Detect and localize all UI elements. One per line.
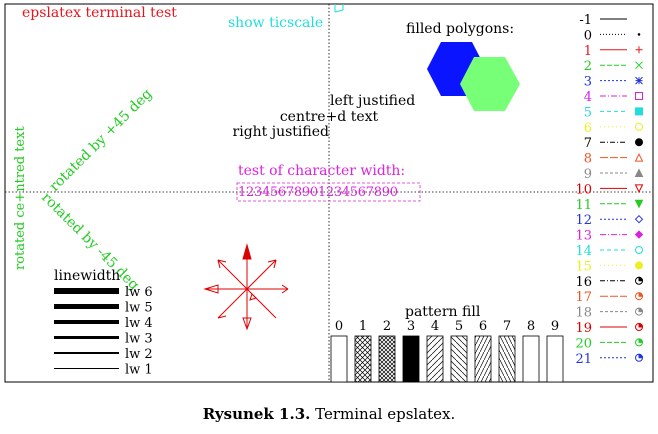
pattern-swatch: [426, 335, 444, 383]
legend-marker: [635, 92, 643, 100]
pattern-number: 8: [527, 319, 535, 334]
linewidth-label: lw 4: [125, 316, 153, 331]
legend-label: 0: [584, 28, 592, 43]
figure-caption: Rysunek 1.3. Terminal epslatex.: [0, 405, 658, 423]
arrow-test-group: [203, 243, 289, 331]
legend-marker: [635, 246, 643, 254]
linewidth-label: lw 3: [125, 332, 153, 347]
legend-label: 21: [575, 352, 592, 367]
legend-label: 6: [584, 121, 592, 136]
legend-marker: [635, 107, 643, 116]
legend-marker: [634, 184, 644, 194]
legend-marker: [637, 33, 641, 36]
linewidth-label: lw 5: [125, 301, 153, 316]
pattern-number: 9: [551, 319, 559, 334]
legend-label: 7: [584, 136, 592, 151]
legend-label: 18: [575, 306, 592, 321]
pattern-fill-title: pattern fill: [405, 304, 481, 320]
legend-marker: [634, 152, 644, 162]
pattern-number: 0: [335, 319, 343, 334]
rotated-plus45-text: rotated by +45 deg: [47, 86, 156, 195]
legend-label: 12: [575, 213, 592, 228]
terminal-title: epslatex terminal test: [22, 5, 177, 21]
legend-marker: [638, 353, 644, 359]
legend-marker: [638, 292, 644, 297]
legend-label: 5: [584, 105, 592, 120]
rotated-centred-text: rotated ce+ntred text: [13, 126, 28, 270]
legend-label: 10: [575, 182, 592, 197]
linewidth-title: linewidth: [54, 268, 120, 284]
legend-label: 17: [575, 290, 592, 305]
green-hexagon: [460, 57, 520, 111]
legend-marker: [634, 230, 644, 239]
pattern-number: 7: [503, 319, 511, 334]
pattern-swatch: [378, 335, 396, 383]
legend-marker: [638, 338, 644, 343]
legend-label: 14: [575, 244, 592, 259]
legend-label: 2: [584, 59, 592, 74]
legend-marker: [635, 76, 643, 85]
legend-label: 9: [584, 167, 592, 182]
legend-marker: [635, 46, 643, 54]
legend-label: 1: [584, 44, 592, 59]
pattern-swatch: [354, 335, 372, 383]
pattern-swatch: [330, 335, 348, 383]
legend-marker: [634, 199, 644, 209]
caption-label: Rysunek 1.3.: [202, 405, 311, 423]
ticscale-marks: [334, 4, 344, 13]
epslatex-test-figure: epslatex terminal test show ticscale fil…: [4, 3, 654, 383]
right-justified-text: right justified: [233, 124, 329, 140]
pattern-swatch: [402, 335, 420, 383]
linewidth-label: lw 2: [125, 347, 153, 362]
filled-polygons-label: filled polygons:: [406, 21, 514, 37]
legend-marker: [634, 168, 644, 177]
show-ticscale-label: show ticscale: [228, 15, 323, 31]
linewidth-label: lw 1: [125, 363, 153, 378]
pattern-number: 5: [455, 319, 463, 334]
legend-marker: [635, 122, 643, 131]
linewidth-samples: lw 6lw 5lw 4lw 3lw 2lw 1: [54, 285, 153, 378]
legend-label: 20: [575, 336, 592, 351]
pattern-swatch: [474, 335, 492, 383]
pattern-swatch: [546, 335, 564, 383]
legend-label: 11: [575, 198, 592, 213]
legend-marker: [635, 138, 643, 147]
legend-marker: [635, 61, 643, 70]
legend-label: 13: [575, 229, 592, 244]
pattern-swatch: [498, 335, 516, 383]
legend-label: 15: [575, 259, 592, 274]
pattern-swatch: [450, 335, 468, 383]
legend-marker: [635, 261, 643, 270]
left-justified-text: left justified: [330, 93, 415, 109]
char-width-sample: 12345678901234567890: [238, 185, 398, 200]
pattern-number: 6: [479, 319, 487, 334]
legend-marker: [638, 307, 644, 313]
pattern-number: 4: [431, 319, 439, 334]
legend-label: 3: [584, 75, 592, 90]
char-width-label: test of character width:: [238, 163, 405, 179]
legend-label: 19: [575, 321, 592, 336]
pattern-number: 1: [359, 319, 367, 334]
legend-marker: [638, 322, 644, 328]
pattern-fill-samples: 0 1 2 3 4 5 6 7 8 9: [330, 319, 564, 383]
linewidth-label: lw 6: [125, 285, 153, 300]
centred-text: centre+d text: [280, 109, 379, 125]
caption-text: Terminal epslatex.: [315, 405, 456, 423]
pattern-number: 3: [407, 319, 415, 334]
legend-marker: [638, 276, 644, 282]
legend-marker: [634, 214, 644, 224]
legend-label: -1: [579, 13, 592, 28]
pattern-swatch: [522, 335, 540, 383]
char-width-box: [236, 182, 421, 202]
legend-label: 4: [584, 90, 592, 105]
legend-label: 16: [575, 275, 592, 290]
pattern-number: 2: [383, 319, 391, 334]
legend-label: 8: [584, 152, 592, 167]
